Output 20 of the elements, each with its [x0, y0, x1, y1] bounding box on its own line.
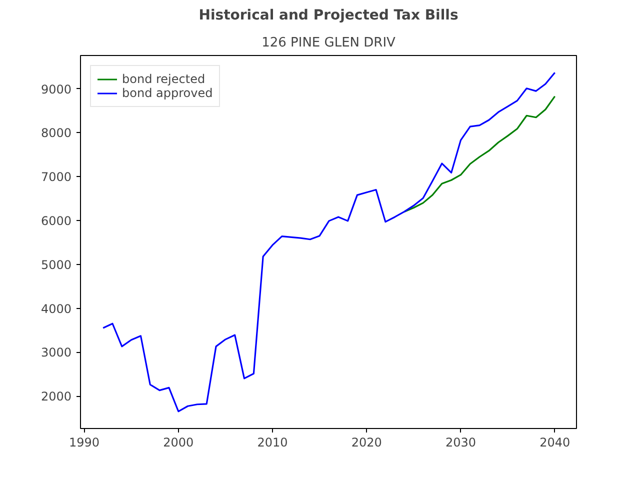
line-series — [403, 96, 556, 213]
chart-subtitle: 126 PINE GLEN DRIV — [262, 36, 396, 50]
x-tick-label: 2010 — [257, 436, 288, 450]
x-tick-label: 2030 — [445, 436, 476, 450]
chart-title: Historical and Projected Tax Bills — [198, 8, 458, 24]
y-tick-label: 6000 — [40, 214, 72, 228]
y-tick-label: 7000 — [40, 170, 72, 184]
x-tick-label: 2040 — [540, 436, 570, 450]
y-tick-label: 4000 — [40, 302, 72, 316]
y-tick-label: 2000 — [40, 390, 72, 404]
y-tick-label: 3000 — [40, 346, 72, 360]
legend-label: bond rejected — [122, 72, 206, 86]
x-tick-label: 1990 — [68, 436, 100, 450]
y-tick-label: 5000 — [40, 258, 72, 272]
y-tick-label: 9000 — [40, 82, 72, 96]
x-tick-label: 2020 — [351, 436, 382, 450]
x-tick-label: 2000 — [163, 436, 194, 450]
line-series — [102, 72, 556, 412]
y-tick-label: 8000 — [40, 126, 72, 140]
legend-label: bond approved — [122, 86, 213, 100]
